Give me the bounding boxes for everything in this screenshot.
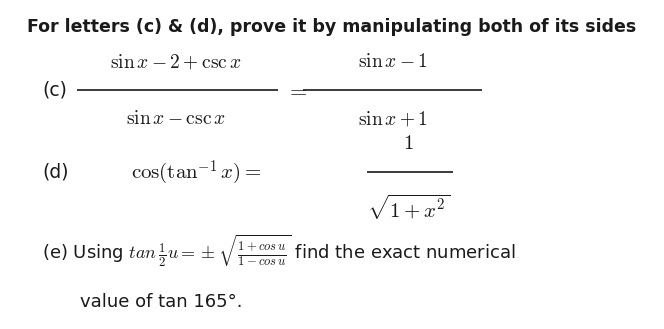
Text: $\sin x - 1$: $\sin x - 1$ — [358, 52, 428, 71]
Text: $\sin x - 2 + \csc x$: $\sin x - 2 + \csc x$ — [110, 52, 242, 71]
Text: (d): (d) — [42, 163, 68, 182]
Text: $=$: $=$ — [286, 80, 308, 100]
Text: $\sin x + 1$: $\sin x + 1$ — [358, 109, 428, 128]
Text: (e) Using $\mathit{tan}\,\frac{1}{2}u = \pm\sqrt{\frac{1+\mathit{cos}\,u}{1-\mat: (e) Using $\mathit{tan}\,\frac{1}{2}u = … — [42, 233, 515, 269]
Text: value of tan 165°.: value of tan 165°. — [80, 293, 243, 311]
Text: $1$: $1$ — [403, 134, 414, 153]
Text: $\cos(\tan^{-1} x) =$: $\cos(\tan^{-1} x) =$ — [131, 158, 262, 187]
Text: For letters (c) & (d), prove it by manipulating both of its sides: For letters (c) & (d), prove it by manip… — [27, 18, 637, 36]
Text: $\sqrt{1 + x^2}$: $\sqrt{1 + x^2}$ — [367, 193, 450, 222]
Text: $\sin x - \csc x$: $\sin x - \csc x$ — [126, 109, 226, 128]
Text: (c): (c) — [42, 81, 67, 100]
